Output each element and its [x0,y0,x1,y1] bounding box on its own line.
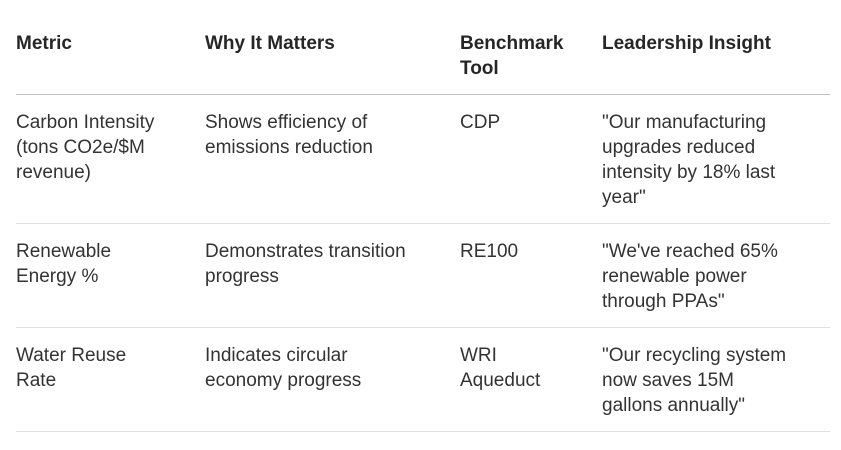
header-row: Metric Why It Matters Benchmark Tool Leader… [16,16,830,95]
table-row: Carbon Intensity (tons CO2e/$M revenue) S… [16,94,830,224]
column-header: Metric [16,16,205,95]
table-row: Water Reuse Rate Indicates circular econo… [16,327,830,432]
column-header: Leadership Insight [602,16,830,95]
table-cell: Shows efficiency of emissions reduction [205,94,460,224]
table-header: Metric Why It Matters Benchmark Tool Leader… [16,16,830,95]
metrics-table: Metric Why It Matters Benchmark Tool Leader… [16,16,830,432]
table-cell: "Our manufacturing upgrades reduced inte… [602,94,830,224]
table-cell: WRI Aqueduct [460,327,602,432]
table-cell: Demonstrates transition progress [205,223,460,328]
table-cell: Renewable Energy % [16,223,205,328]
table-body: Carbon Intensity (tons CO2e/$M revenue) S… [16,94,830,432]
table-cell: Carbon Intensity (tons CO2e/$M revenue) [16,94,205,224]
table-cell: CDP [460,94,602,224]
table-cell: RE100 [460,223,602,328]
table-row: Renewable Energy % Demonstrates transitio… [16,223,830,328]
table-cell: "We've reached 65% renewable power throu… [602,223,830,328]
column-header: Benchmark Tool [460,16,602,95]
column-header: Why It Matters [205,16,460,95]
table-cell: "Our recycling system now saves 15M gall… [602,327,830,432]
table-cell: Water Reuse Rate [16,327,205,432]
table-cell: Indicates circular economy progress [205,327,460,432]
